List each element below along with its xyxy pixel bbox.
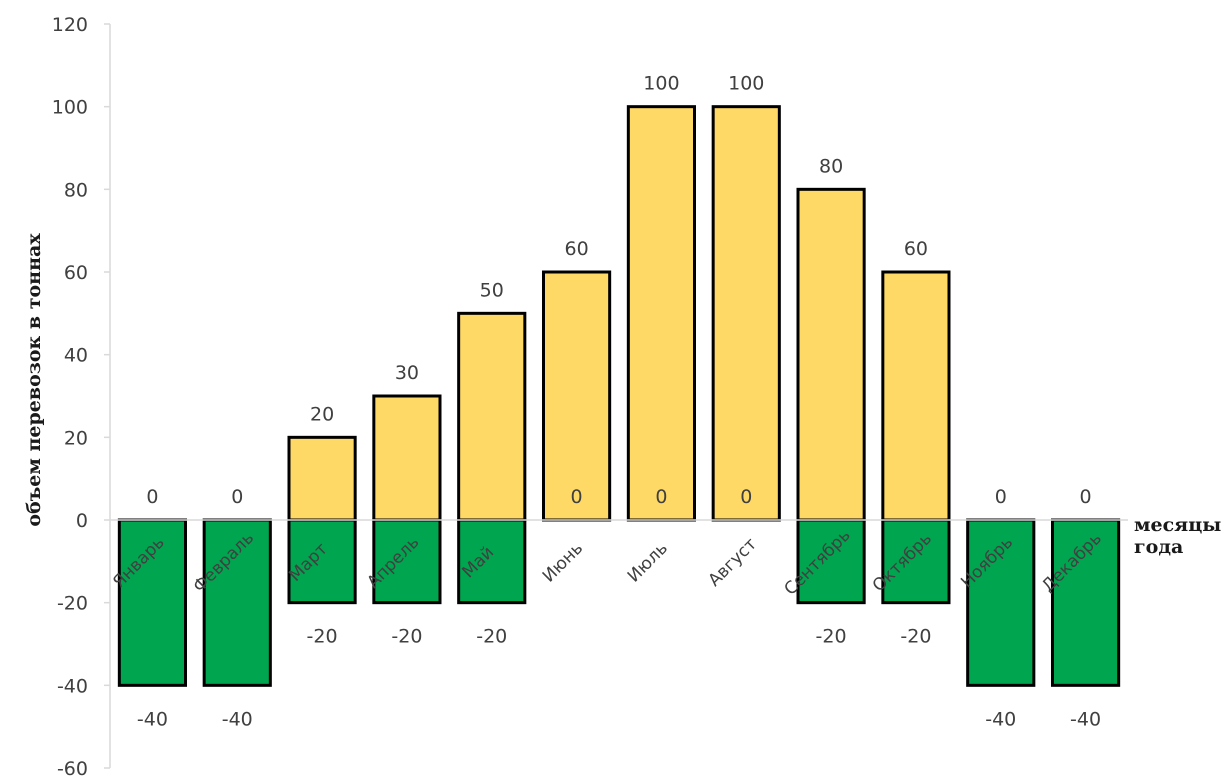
category-label: Август: [704, 534, 761, 591]
data-label-negative: -40: [1070, 708, 1101, 730]
data-label-positive: 80: [819, 155, 843, 177]
category-label: Июнь: [539, 538, 587, 586]
bar-positive: [541, 270, 612, 522]
data-label-positive: 20: [310, 403, 334, 425]
y-tick-label: 60: [64, 262, 88, 284]
data-label-negative: 0: [571, 486, 583, 508]
data-label-positive: 30: [395, 362, 419, 384]
bar-negative: [881, 518, 951, 605]
bar-positive: [796, 187, 866, 522]
data-label-positive: 100: [728, 73, 764, 95]
y-axis-title: объем перевозок в тоннах: [23, 233, 45, 527]
bar-negative: [287, 518, 357, 605]
data-label-positive: 0: [231, 486, 243, 508]
data-label-negative: 0: [655, 486, 667, 508]
data-labels: 0 -40 0 -40 20 -20 30 -20 50 -20 60 0 100 0 100 0 80 -20 6…: [137, 73, 1101, 731]
data-label-negative: -20: [900, 626, 931, 648]
data-label-positive: 50: [480, 279, 504, 301]
y-tick-label: 0: [76, 510, 88, 532]
data-label-positive: 60: [564, 238, 588, 260]
bar-negative: [372, 518, 442, 605]
y-tick-label: 40: [64, 345, 88, 367]
negative-bars: [117, 518, 1121, 687]
bar-positive: [287, 435, 357, 522]
bar-positive: [626, 105, 697, 522]
bar-positive: [881, 270, 951, 522]
bar-negative: [457, 518, 527, 605]
y-axis-ticks: -60 -40 -20 0 20 40 60 80 100 120: [52, 14, 110, 776]
y-tick-label: 100: [52, 97, 88, 119]
x-axis-title-line2: года: [1134, 536, 1183, 558]
data-label-negative: -40: [985, 708, 1016, 730]
data-label-negative: -20: [307, 626, 338, 648]
bar-positive: [711, 105, 781, 522]
category-label: Июль: [624, 538, 672, 586]
y-tick-label: -20: [57, 593, 88, 615]
data-label-negative: -20: [816, 626, 847, 648]
y-tick-label: -40: [57, 675, 88, 697]
y-tick-label: 120: [52, 14, 88, 36]
bar-negative: [966, 518, 1036, 687]
data-label-positive: 100: [643, 73, 679, 95]
bar-positive: [457, 311, 527, 522]
data-label-positive: 0: [995, 486, 1007, 508]
positive-bars: [287, 105, 951, 522]
data-label-negative: 0: [740, 486, 752, 508]
bar-negative: [796, 518, 866, 605]
y-tick-label: -60: [57, 758, 88, 776]
data-label-negative: -20: [476, 626, 507, 648]
data-label-negative: -40: [222, 708, 253, 730]
y-tick-label: 80: [64, 179, 88, 201]
bar-negative: [1050, 518, 1121, 687]
data-label-negative: -40: [137, 708, 168, 730]
data-label-positive: 60: [904, 238, 928, 260]
data-label-positive: 0: [1080, 486, 1092, 508]
x-axis-title-line1: месяцы: [1134, 514, 1221, 536]
bar-positive: [372, 394, 442, 522]
data-label-positive: 0: [146, 486, 158, 508]
data-label-negative: -20: [391, 626, 422, 648]
y-tick-label: 20: [64, 427, 88, 449]
